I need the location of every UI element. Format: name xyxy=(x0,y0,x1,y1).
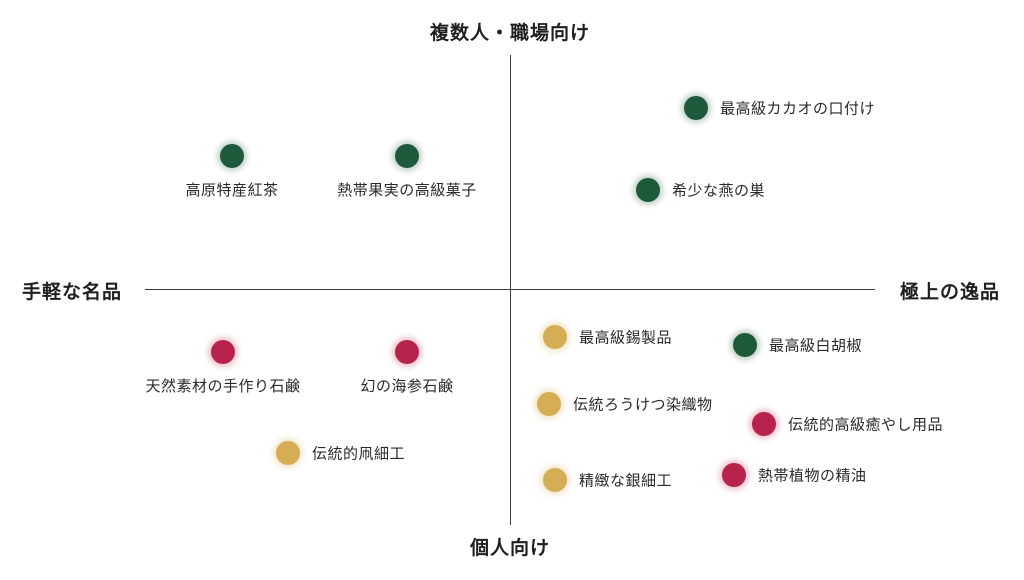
item-label: 希少な燕の巣 xyxy=(672,181,766,200)
item-label: 天然素材の手作り石鹸 xyxy=(145,377,301,395)
item-dot xyxy=(752,412,776,436)
item-dot xyxy=(722,463,746,487)
item-dot xyxy=(636,178,660,202)
item-label: 伝統的凧細工 xyxy=(312,444,406,463)
axis-label-bottom: 個人向け xyxy=(469,537,551,559)
item-dot xyxy=(211,340,235,364)
item-dot xyxy=(276,441,300,465)
item-label: 幻の海参石鹸 xyxy=(360,377,454,395)
item-label: 伝統的高級癒やし用品 xyxy=(788,415,944,434)
item-dot xyxy=(395,340,419,364)
vertical-axis xyxy=(510,55,511,525)
item-dot xyxy=(543,325,567,349)
item-label: 最高級カカオの口付け xyxy=(720,99,876,118)
axis-label-top: 複数人・職場向け xyxy=(429,22,591,44)
item-label: 熱帯果実の高級菓子 xyxy=(337,181,477,199)
item-label: 精緻な銀細工 xyxy=(579,471,673,490)
item-dot xyxy=(543,468,567,492)
item-dot xyxy=(220,144,244,168)
item-dot xyxy=(733,333,757,357)
item-dot xyxy=(395,144,419,168)
item-label: 伝統ろうけつ染織物 xyxy=(573,395,713,414)
axis-label-right: 極上の逸品 xyxy=(899,281,1000,303)
item-dot xyxy=(537,392,561,416)
item-label: 熱帯植物の精油 xyxy=(758,466,867,485)
item-label: 最高級錫製品 xyxy=(579,328,673,347)
item-dot xyxy=(684,96,708,120)
item-label: 高原特産紅茶 xyxy=(185,181,279,199)
item-label: 最高級白胡椒 xyxy=(769,336,863,355)
axis-label-left: 手軽な名品 xyxy=(22,281,123,303)
